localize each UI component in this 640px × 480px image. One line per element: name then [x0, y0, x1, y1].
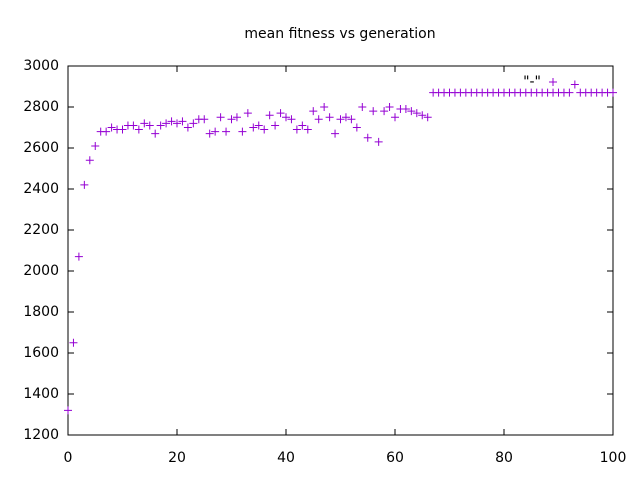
data-point — [238, 127, 247, 136]
x-tick-label: 100 — [600, 450, 627, 466]
data-point — [69, 338, 78, 347]
data-point — [325, 113, 334, 122]
data-point — [189, 119, 198, 128]
data-point — [107, 123, 116, 132]
data-point — [570, 80, 579, 89]
data-point — [331, 129, 340, 138]
data-point — [303, 125, 312, 134]
x-tick-label: 40 — [277, 450, 295, 466]
y-tick-label: 1800 — [23, 304, 59, 320]
data-point — [609, 88, 617, 97]
data-point — [64, 406, 72, 415]
data-point — [412, 109, 421, 118]
data-point — [369, 107, 378, 116]
data-point — [314, 115, 323, 124]
y-tick-label: 2000 — [23, 263, 59, 279]
data-point — [173, 119, 181, 128]
data-point — [85, 156, 94, 165]
data-point — [309, 107, 318, 116]
y-tick-label: 2600 — [23, 140, 59, 156]
data-point — [162, 119, 171, 128]
data-point — [292, 125, 301, 134]
data-point — [156, 121, 165, 130]
data-point — [200, 115, 209, 124]
data-point — [151, 129, 160, 138]
data-point — [407, 107, 416, 116]
data-point — [80, 180, 89, 189]
data-point — [380, 107, 389, 116]
x-tick-label: 0 — [64, 450, 73, 466]
y-tick-label: 2800 — [23, 99, 59, 115]
y-tick-label: 2200 — [23, 222, 59, 238]
data-point — [320, 103, 329, 111]
data-point — [271, 121, 280, 130]
data-point — [118, 125, 127, 134]
legend-label: "-" — [523, 74, 541, 90]
data-point — [565, 88, 574, 97]
data-point — [401, 105, 410, 114]
data-point — [423, 113, 432, 122]
y-tick-label: 3000 — [23, 58, 59, 74]
data-point — [265, 111, 274, 120]
data-point — [102, 127, 111, 136]
data-point — [298, 121, 307, 130]
data-point — [347, 115, 356, 124]
data-point — [140, 119, 149, 128]
data-point — [254, 121, 263, 130]
data-point — [336, 115, 345, 124]
plot-border — [67, 65, 614, 436]
data-point — [183, 123, 192, 132]
data-point — [211, 127, 220, 136]
data-point — [385, 103, 394, 111]
data-point — [216, 113, 225, 122]
y-tick-label: 1200 — [23, 427, 59, 443]
y-tick-label: 1600 — [23, 345, 59, 361]
data-point — [363, 133, 372, 142]
data-point — [282, 113, 290, 122]
data-point — [341, 113, 350, 122]
data-point — [74, 252, 83, 261]
data-point — [352, 123, 361, 132]
data-point — [178, 117, 187, 126]
chart-title: mean fitness vs generation — [244, 26, 435, 42]
data-point — [374, 137, 383, 146]
data-point — [222, 127, 231, 136]
data-point — [134, 125, 143, 134]
data-point — [167, 117, 176, 126]
x-tick-label: 80 — [495, 450, 513, 466]
y-tick-label: 1400 — [23, 386, 59, 402]
data-point — [287, 115, 296, 124]
data-point — [418, 111, 427, 120]
data-point — [145, 121, 154, 130]
data-point — [358, 103, 367, 111]
x-tick-label: 20 — [168, 450, 186, 466]
data-point — [232, 113, 241, 122]
data-point — [129, 121, 138, 130]
data-point — [276, 109, 285, 118]
data-point — [205, 129, 214, 138]
data-point — [249, 123, 258, 132]
x-tick-label: 60 — [386, 450, 404, 466]
data-point — [91, 141, 100, 150]
data-point — [260, 125, 269, 134]
data-point — [243, 109, 252, 118]
y-tick-label: 2400 — [23, 181, 59, 197]
data-point — [227, 115, 236, 124]
data-point — [391, 113, 399, 122]
